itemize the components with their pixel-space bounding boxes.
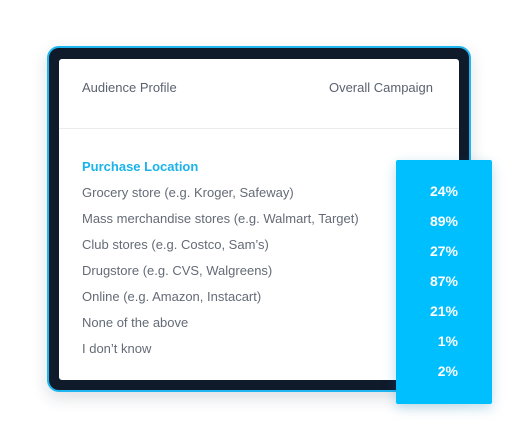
purchase-location-list: Grocery store (e.g. Kroger, Safeway) Mas…	[82, 185, 359, 367]
value-dont-know: 2%	[437, 363, 458, 379]
row-label-dont-know: I don’t know	[82, 341, 152, 356]
value-grocery: 24%	[429, 183, 458, 199]
audience-profile-heading: Audience Profile	[82, 80, 177, 95]
overall-campaign-values: 24% 89% 27% 87% 21% 1% 2%	[430, 183, 458, 393]
value-none-of-above: 1%	[437, 333, 458, 349]
value-club-stores: 27%	[429, 243, 458, 259]
value-drugstore: 87%	[429, 273, 458, 289]
row-label-none-of-above: None of the above	[82, 315, 189, 330]
table-header: Audience Profile Overall Campaign	[59, 59, 459, 129]
audience-profile-screen: Audience Profile Overall Campaign Purcha…	[59, 59, 459, 380]
row-label-drugstore: Drugstore (e.g. CVS, Walgreens)	[82, 263, 273, 278]
overall-campaign-heading: Overall Campaign	[328, 80, 433, 95]
value-mass-merchandise: 89%	[429, 213, 458, 229]
row-label-online: Online (e.g. Amazon, Instacart)	[82, 289, 262, 304]
purchase-location-title: Purchase Location	[82, 159, 199, 174]
overall-campaign-values-panel: 24% 89% 27% 87% 21% 1% 2%	[396, 160, 492, 404]
value-online: 21%	[429, 303, 458, 319]
row-label-grocery: Grocery store (e.g. Kroger, Safeway)	[82, 185, 294, 200]
row-label-mass-merchandise: Mass merchandise stores (e.g. Walmart, T…	[82, 211, 359, 226]
row-label-club-stores: Club stores (e.g. Costco, Sam’s)	[82, 237, 269, 252]
